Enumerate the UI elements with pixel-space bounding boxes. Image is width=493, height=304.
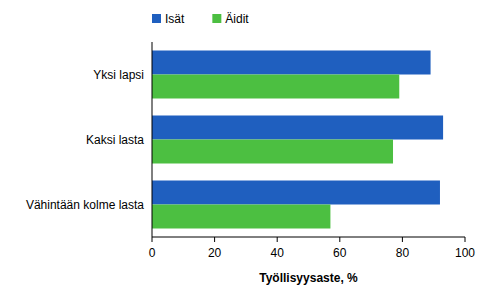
tick-label: 40 [271,246,285,260]
tick-label: 80 [396,246,410,260]
tick-label: 100 [455,246,475,260]
tick-mark [214,237,215,242]
bar [152,205,330,229]
axis-title: Työllisyysaste, % [259,271,358,285]
x-axis [152,237,465,238]
bar [152,75,399,99]
tick-mark [152,237,153,242]
tick-mark [277,237,278,242]
category-label: Kaksi lasta [86,133,144,147]
legend-swatch [212,14,221,23]
legend-label: Isät [165,12,185,26]
category-label: Vähintään kolme lasta [26,198,144,212]
chart-container: Yksi lapsi Kaksi lasta Vähintään kolme las… [0,0,493,304]
bar [152,181,440,205]
chart-svg: Yksi lapsi Kaksi lasta Vähintään kolme las… [0,0,493,304]
category-label: Yksi lapsi [93,68,144,82]
bars [152,51,443,229]
bar [152,140,393,164]
tick-mark [339,237,340,242]
y-axis [152,42,153,237]
tick-mark [465,237,466,242]
tick-label: 60 [333,246,347,260]
tick-mark [402,237,403,242]
legend-swatch [152,14,161,23]
tick-label: 0 [149,246,156,260]
bar [152,116,443,140]
legend-label: Äidit [225,12,249,26]
bar [152,51,431,75]
tick-label: 20 [208,246,222,260]
